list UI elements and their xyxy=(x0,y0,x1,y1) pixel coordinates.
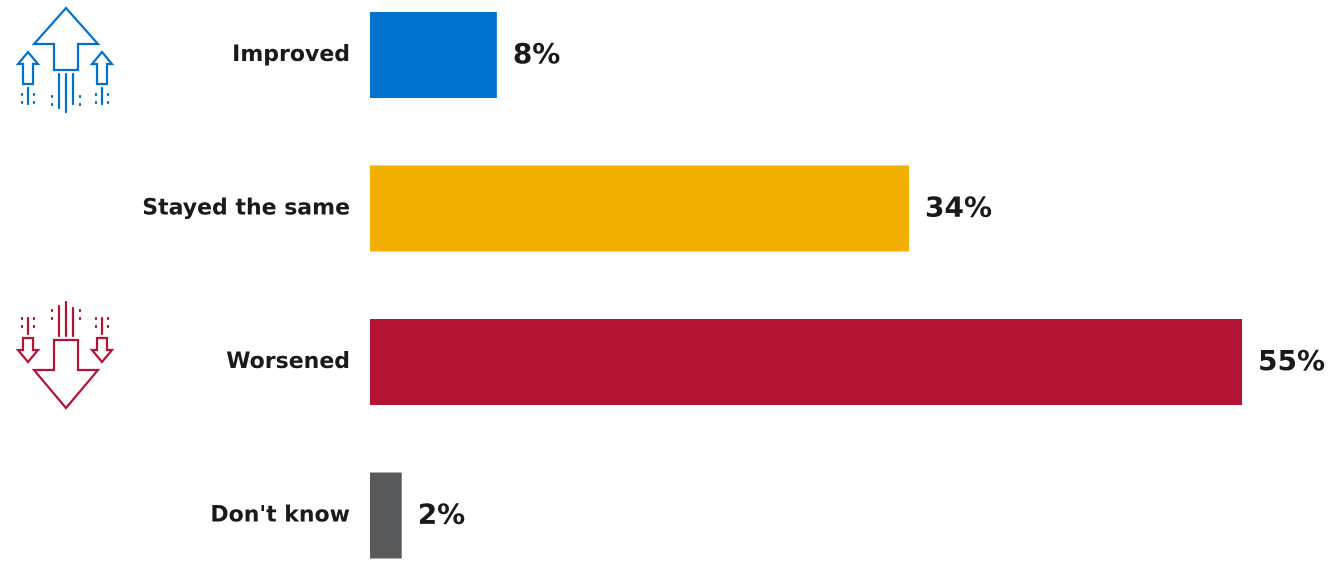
value-label-2: 55% xyxy=(1258,344,1325,377)
category-label-2: Worsened xyxy=(226,349,350,374)
value-label-1: 34% xyxy=(925,191,992,224)
bar-0 xyxy=(370,12,497,98)
category-label-1: Stayed the same xyxy=(142,196,350,221)
bar-3 xyxy=(370,472,402,559)
bar-1 xyxy=(370,165,910,252)
arrows-up-icon xyxy=(15,6,115,114)
value-label-0: 8% xyxy=(513,37,561,70)
category-label-0: Improved xyxy=(232,42,350,67)
arrows-down-icon xyxy=(15,300,115,410)
bar-2 xyxy=(370,319,1242,405)
bars-group: Improved 8% Stayed the same 34% Worsened 55% D… xyxy=(142,12,1325,559)
category-label-3: Don't know xyxy=(210,503,350,528)
value-label-3: 2% xyxy=(418,498,466,531)
